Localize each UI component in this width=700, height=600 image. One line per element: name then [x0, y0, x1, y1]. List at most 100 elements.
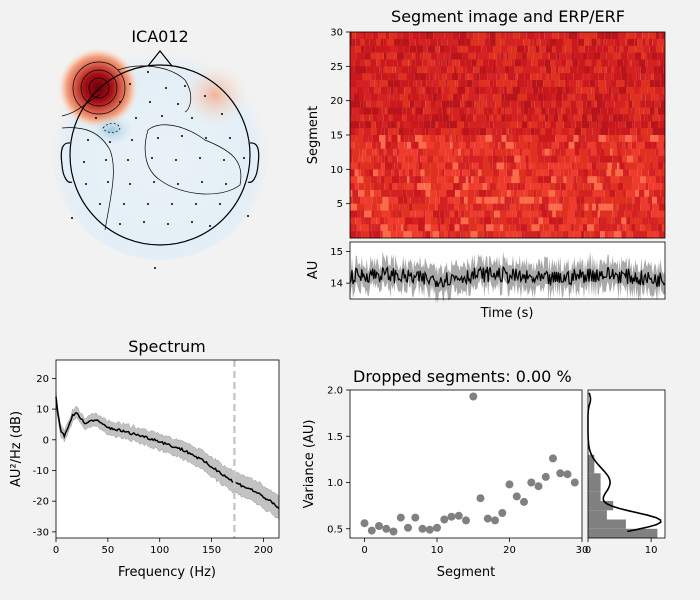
segment-cell	[552, 128, 557, 136]
segment-cell	[577, 66, 585, 74]
segment-cell	[597, 155, 600, 163]
segment-cell	[358, 155, 363, 163]
segment-cell	[430, 189, 437, 198]
segment-cell	[455, 189, 460, 198]
segment-cell	[576, 86, 582, 95]
segment-cell	[364, 183, 371, 191]
segment-cell	[412, 203, 415, 211]
segment-cell	[620, 107, 628, 115]
segment-cell	[479, 66, 487, 74]
segment-cell	[409, 176, 415, 184]
sensor-dot	[161, 115, 163, 117]
segment-cell	[531, 80, 537, 88]
erp-frame	[349, 241, 666, 300]
segment-cell	[479, 128, 487, 136]
segment-cell	[377, 52, 384, 60]
segment-cell	[595, 93, 602, 101]
segment-cell	[569, 86, 573, 95]
segment-cell	[387, 121, 391, 129]
segment-cell	[415, 196, 420, 204]
segment-cell	[542, 210, 548, 218]
segment-cell	[489, 38, 496, 47]
segment-cell	[361, 45, 365, 53]
segment-cell	[631, 59, 637, 67]
variance-point	[389, 527, 398, 536]
segment-cell	[584, 66, 591, 74]
segment-cell	[556, 86, 563, 95]
segment-cell	[596, 162, 602, 170]
segment-cell	[631, 107, 636, 115]
segment-cell	[459, 224, 463, 232]
segment-cell	[640, 196, 648, 204]
variance-xtick-label: 20	[503, 545, 516, 556]
segment-cell	[414, 128, 422, 136]
segment-cell	[455, 59, 460, 67]
segment-cell	[350, 176, 358, 184]
variance-ylabel: Variance (AU)	[302, 420, 317, 509]
segment-cell	[462, 169, 468, 177]
segment-cell	[487, 73, 491, 81]
segment-cell	[570, 107, 578, 115]
segment-cell	[371, 128, 377, 136]
segment-cell	[472, 162, 479, 170]
segment-cell	[601, 66, 605, 74]
segment-cell	[516, 231, 522, 239]
segment-cell	[600, 38, 604, 47]
segment-cell	[408, 80, 414, 88]
segment-cell	[470, 38, 479, 47]
segment-cell	[485, 148, 493, 156]
segment-cell	[556, 128, 562, 136]
segment-cell	[523, 135, 528, 143]
segment-cell	[515, 128, 519, 136]
segment-cell	[411, 93, 415, 101]
segment-cell	[461, 128, 464, 136]
segment-cell	[515, 52, 523, 60]
segment-cell	[620, 52, 628, 60]
segment-cell	[591, 32, 597, 40]
segment-cell	[403, 128, 410, 136]
segment-cell	[600, 217, 607, 225]
segment-cell	[544, 114, 549, 122]
segment-cell	[600, 231, 605, 239]
segment-cell	[379, 66, 382, 74]
segment-cell	[612, 155, 619, 163]
segment-cell	[533, 183, 541, 191]
segment-cell	[498, 196, 501, 204]
segment-cell	[552, 32, 559, 40]
segment-cell	[611, 66, 615, 74]
segment-cell	[566, 135, 574, 143]
segment-cell	[448, 59, 453, 67]
segment-cell	[601, 148, 604, 156]
segment-cell	[498, 176, 505, 184]
segment-cell	[437, 176, 446, 184]
segment-cell	[365, 196, 373, 204]
segment-cell	[412, 107, 416, 115]
segment-cell	[551, 141, 559, 150]
segment-cell	[616, 210, 625, 218]
segment-cell	[539, 32, 545, 40]
segment-cell	[656, 196, 663, 204]
segment-cell	[590, 231, 595, 239]
segment-cell	[593, 135, 599, 143]
segment-cell	[396, 224, 401, 232]
segment-cell	[603, 224, 607, 232]
segment-cell	[371, 107, 379, 115]
segment-cell	[481, 100, 487, 108]
sensor-dot	[195, 203, 197, 205]
segment-cell	[495, 148, 502, 156]
sensor-dot	[85, 183, 87, 185]
segment-cell	[476, 196, 482, 204]
segment-cell	[350, 135, 357, 143]
segment-cell	[643, 45, 650, 53]
segment-cell	[565, 162, 572, 170]
segment-cell	[562, 203, 569, 211]
segment-cell	[632, 210, 638, 218]
segment-cell	[486, 66, 493, 74]
segment-cell	[405, 217, 413, 225]
segment-cell	[485, 86, 492, 95]
segment-cell	[531, 224, 540, 232]
segment-cell	[550, 231, 556, 239]
segment-cell	[526, 114, 533, 122]
segment-cell	[464, 148, 470, 156]
segment-cell	[356, 45, 361, 53]
